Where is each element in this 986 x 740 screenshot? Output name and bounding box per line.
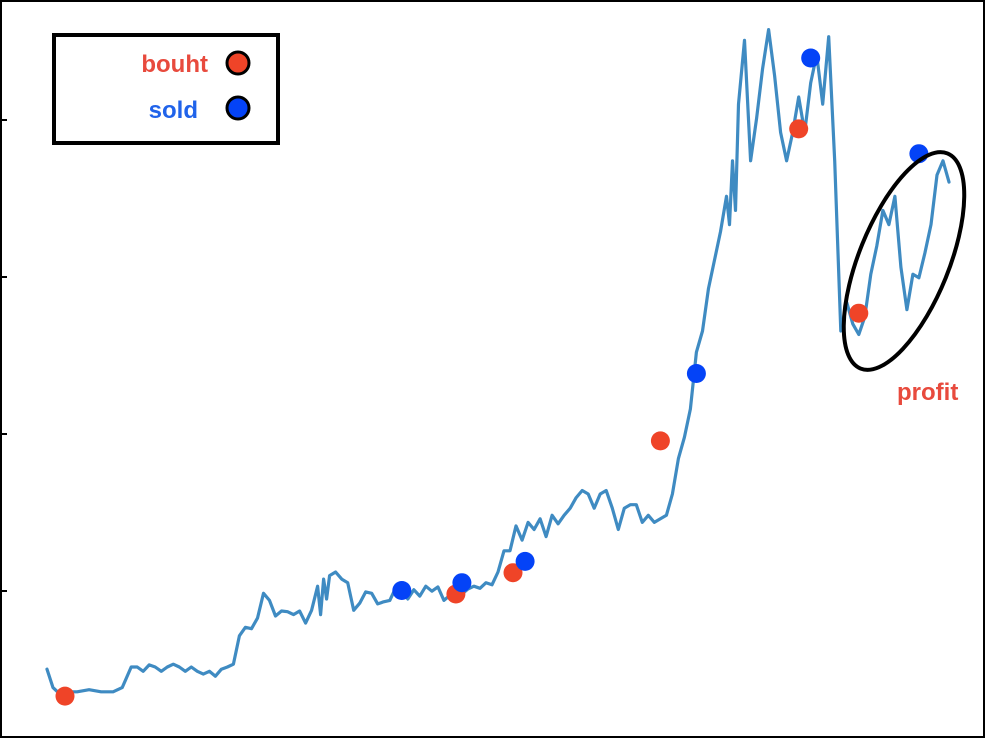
sold-marker [392, 581, 412, 600]
bought-marker [789, 119, 809, 139]
legend-label-bought: bouht [141, 51, 208, 78]
legend: bouht sold [52, 33, 280, 145]
profit-annotation: profit [897, 379, 958, 406]
price-series-line [45, 28, 951, 698]
sold-marker [686, 364, 706, 383]
legend-label-sold: sold [149, 97, 198, 124]
trade-markers [55, 48, 929, 706]
y-axis-ticks [1, 119, 7, 592]
sold-marker [452, 573, 472, 593]
legend-marker-sold [225, 95, 251, 121]
bought-marker [55, 686, 75, 706]
sold-marker [515, 551, 535, 571]
sold-marker [801, 48, 821, 68]
profit-highlight-ellipse [841, 150, 967, 372]
legend-marker-bought [225, 50, 251, 76]
bought-marker [503, 563, 523, 583]
bought-marker [849, 303, 869, 323]
bought-marker [650, 431, 670, 451]
